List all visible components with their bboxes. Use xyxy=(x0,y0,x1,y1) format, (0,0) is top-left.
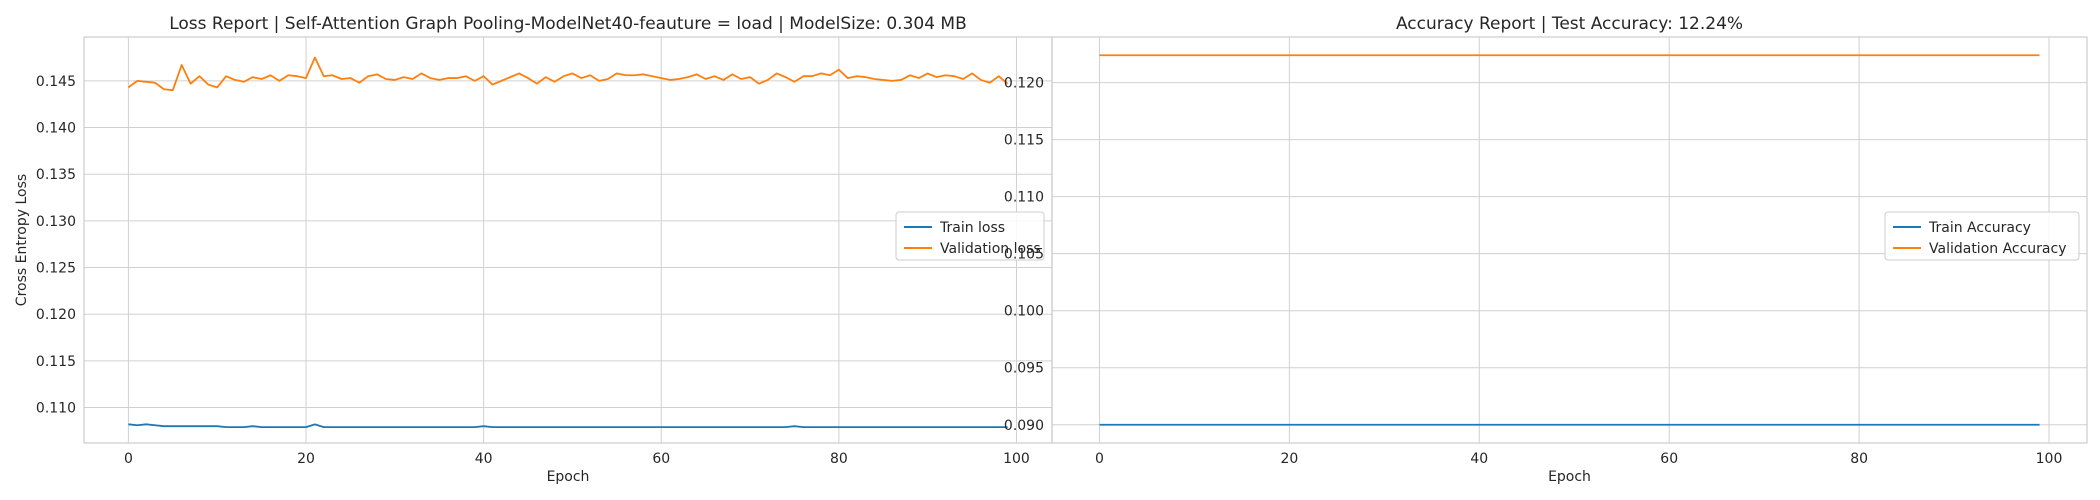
legend-label: Train Accuracy xyxy=(1928,220,2031,236)
y-tick-label: 0.115 xyxy=(1004,133,1044,149)
legend: Train loss Validation loss xyxy=(895,211,1045,261)
chart-title: Loss Report | Self-Attention Graph Pooli… xyxy=(169,14,967,34)
x-tick-label: 20 xyxy=(297,451,315,467)
y-tick-label: 0.125 xyxy=(36,261,76,277)
plot-frame xyxy=(1051,36,2088,444)
chart-title: Accuracy Report | Test Accuracy: 12.24% xyxy=(1396,14,1743,34)
x-tick-label: 0 xyxy=(124,451,133,467)
y-tick-label: 0.140 xyxy=(36,121,76,137)
x-tick-label: 80 xyxy=(1850,451,1868,467)
legend-box xyxy=(1884,211,2080,261)
y-tick-label: 0.090 xyxy=(1004,418,1044,434)
y-tick-label: 0.130 xyxy=(36,214,76,230)
y-tick-label: 0.105 xyxy=(1004,247,1044,263)
y-axis-label: Cross Entropy Loss xyxy=(14,174,30,306)
legend-label: Validation loss xyxy=(940,241,1041,257)
legend-label: Validation Accuracy xyxy=(1929,241,2067,257)
series-line-train-loss xyxy=(128,423,1008,429)
x-tick-label: 100 xyxy=(2036,451,2063,467)
y-tick-label: 0.110 xyxy=(36,401,76,417)
x-axis-label: Epoch xyxy=(547,469,590,485)
x-tick-label: 100 xyxy=(1003,451,1030,467)
x-axis-label: Epoch xyxy=(1548,469,1591,485)
x-tick-label: 20 xyxy=(1280,451,1298,467)
series-line-validation-loss xyxy=(127,56,1009,92)
x-tick-label: 0 xyxy=(1095,451,1104,467)
y-tick-label: 0.095 xyxy=(1004,361,1044,377)
legend-label: Train loss xyxy=(939,220,1005,236)
y-tick-label: 0.135 xyxy=(36,167,76,183)
y-tick-label: 0.110 xyxy=(1004,190,1044,206)
y-tick-label: 0.100 xyxy=(1004,304,1044,320)
loss-chart: Loss Report | Self-Attention Graph Pooli… xyxy=(14,14,1053,485)
accuracy-chart: Accuracy Report | Test Accuracy: 12.24% 0… xyxy=(1004,14,2088,485)
y-tick-label: 0.120 xyxy=(1004,76,1044,92)
legend-box xyxy=(895,211,1045,261)
y-tick-label: 0.145 xyxy=(36,74,76,90)
x-tick-label: 40 xyxy=(475,451,493,467)
x-tick-label: 40 xyxy=(1470,451,1488,467)
x-tick-label: 60 xyxy=(1660,451,1678,467)
x-tick-label: 80 xyxy=(830,451,848,467)
x-tick-label: 60 xyxy=(652,451,670,467)
y-tick-label: 0.115 xyxy=(36,354,76,370)
legend: Train Accuracy Validation Accuracy xyxy=(1884,211,2080,261)
y-tick-label: 0.120 xyxy=(36,307,76,323)
